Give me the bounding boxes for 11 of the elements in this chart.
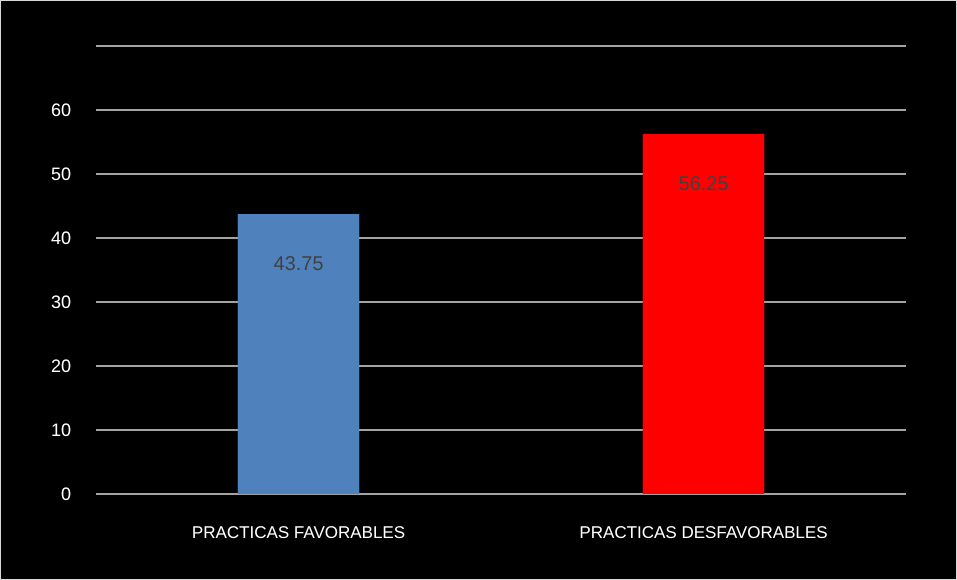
data-label: 56.25	[678, 173, 729, 195]
y-tick-label: 20	[50, 356, 71, 376]
y-tick-label: 30	[50, 292, 71, 312]
x-tick-label: PRACTICAS FAVORABLES	[192, 523, 406, 542]
data-label: 43.75	[273, 253, 324, 275]
y-tick-label: 60	[50, 100, 71, 120]
y-tick-label: 10	[50, 420, 71, 440]
x-tick-label: PRACTICAS DESFAVORABLES	[579, 523, 828, 542]
y-tick-label: 50	[50, 164, 71, 184]
y-tick-label: 40	[50, 228, 71, 248]
y-tick-label: 0	[60, 484, 71, 504]
